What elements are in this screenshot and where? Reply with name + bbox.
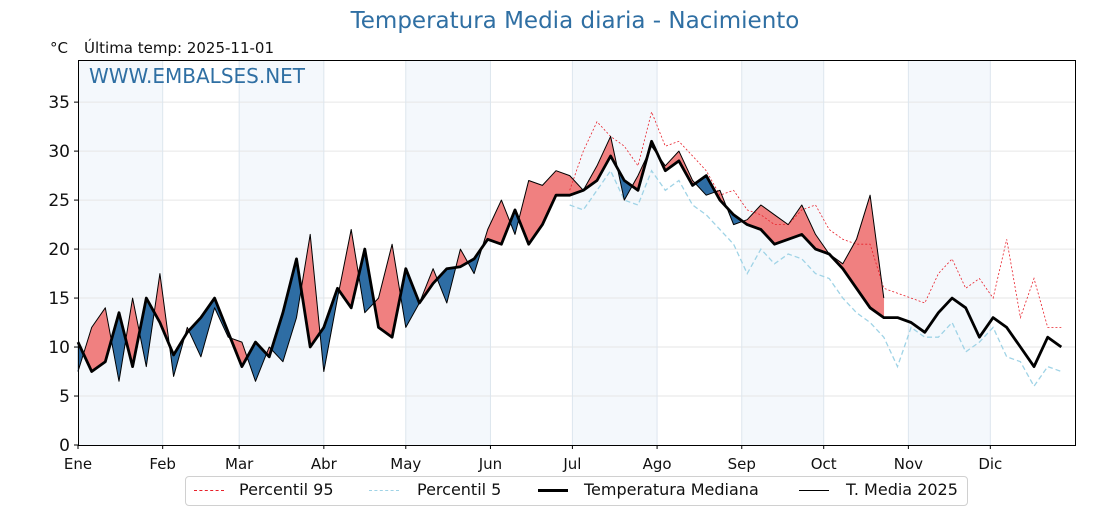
y-tick-label: 0 [59,436,70,456]
y-tick-label: 15 [48,289,70,309]
grid-lines [78,60,1075,445]
plot-frame [78,60,1076,446]
x-tick-label: Abr [311,455,338,473]
x-tick-label: Dic [978,455,1002,473]
legend-p95-swatch [194,490,224,491]
percentile-5-line [569,169,1062,388]
legend-p95-label: Percentil 95 [239,480,334,499]
y-tick-label: 10 [48,338,70,358]
legend-median-swatch [538,489,568,492]
watermark: WWW.EMBALSES.NET [89,64,306,88]
y-tick-label: 25 [48,191,70,211]
y-axis-ticks: 0 5 10 15 20 25 30 35 [48,93,78,456]
current-year-line [77,135,885,382]
x-tick-label: Jul [562,455,581,473]
percentile-95-line [569,110,1062,328]
x-tick-label: Sep [728,455,756,473]
month-band [78,60,163,445]
x-tick-label: May [390,455,421,473]
legend-current-label: T. Media 2025 [846,480,958,499]
y-axis-unit: °C [50,39,68,57]
month-band [741,60,824,445]
month-bands [78,60,991,445]
x-tick-label: Nov [894,455,923,473]
chart-title: Temperatura Media diaria - Nacimiento [350,8,800,34]
x-tick-label: Ene [64,455,92,473]
median-line [76,139,1063,373]
x-tick-label: Jun [478,455,502,473]
y-tick-label: 5 [59,387,70,407]
legend: Percentil 95 Percentil 5 Temperatura Med… [185,476,968,506]
y-tick-label: 20 [48,240,70,260]
legend-median-label: Temperatura Mediana [584,480,759,499]
legend-p5-swatch [369,490,399,491]
y-tick-label: 35 [48,93,70,113]
x-tick-label: Oct [811,455,837,473]
series-lines [76,110,1063,388]
x-tick-label: Mar [225,455,254,473]
y-tick-label: 30 [48,142,70,162]
x-tick-label: Ago [643,455,672,473]
month-band [572,60,658,445]
last-temp-label: Última temp: 2025-11-01 [84,39,275,57]
legend-p5-label: Percentil 5 [417,480,502,499]
x-axis-ticks: Ene Feb Mar Abr May Jun Jul Ago Sep Oct Nov Dic [64,445,1002,473]
month-band [908,60,991,445]
x-tick-label: Feb [149,455,176,473]
legend-current-swatch [799,490,829,491]
month-band [405,60,491,445]
